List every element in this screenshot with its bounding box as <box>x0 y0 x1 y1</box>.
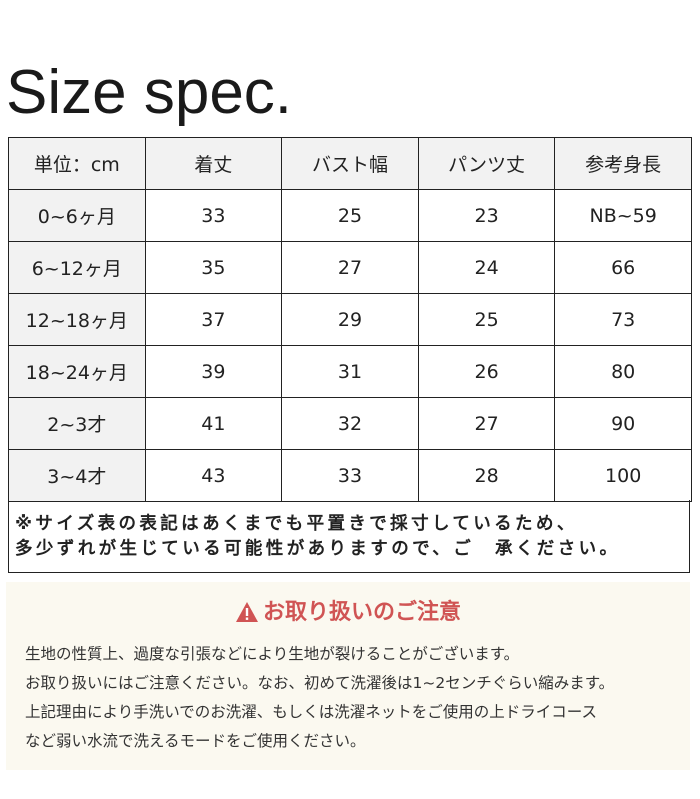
table-cell: バスト幅 <box>281 137 419 190</box>
note-line: ※サイズ表の表記はあくまでも平置きで採寸しているため、 <box>15 514 578 534</box>
row-label-cell: 0~6ヶ月 <box>8 189 146 242</box>
table-cell: 39 <box>144 345 283 398</box>
row-label-cell: 2~3才 <box>8 397 146 450</box>
row-label-cell: 18~24ヶ月 <box>8 345 146 398</box>
caution-text: 生地の性質上、過度な引張などにより生地が裂けることがございます。 お取り扱いには… <box>25 640 614 756</box>
warning-icon <box>235 602 258 622</box>
table-cell: 23 <box>417 189 556 242</box>
caution-line: 生地の性質上、過度な引張などにより生地が裂けることがございます。 <box>25 645 520 663</box>
table-cell: 73 <box>554 293 692 346</box>
table-row: 0~6ヶ月 33 25 23 NB~59 <box>8 189 692 242</box>
table-cell: 66 <box>554 241 692 294</box>
row-label-cell: 単位：cm <box>8 137 146 190</box>
table-cell: 31 <box>281 345 419 398</box>
table-cell: NB~59 <box>554 189 692 242</box>
table-header-row: 単位：cm 着丈 バスト幅 パンツ丈 参考身長 <box>8 137 692 190</box>
table-cell: 参考身長 <box>554 137 692 190</box>
table-row: 12~18ヶ月 37 29 25 73 <box>8 293 692 346</box>
table-row: 2~3才 41 32 27 90 <box>8 397 692 450</box>
table-cell: パンツ丈 <box>417 137 556 190</box>
page-title: Size spec. <box>6 58 293 127</box>
caution-title: お取り扱いのご注意 <box>262 600 461 625</box>
table-cell: 35 <box>144 241 283 294</box>
table-cell: 24 <box>417 241 556 294</box>
caution-line: お取り扱いにはご注意ください。なお、初めて洗濯後は1~2センチぐらい縮みます。 <box>25 674 615 692</box>
table-cell: 着丈 <box>144 137 283 190</box>
caution-line: など弱い水流で洗えるモードをご使用ください。 <box>25 732 366 750</box>
caution-box: お取り扱いのご注意 生地の性質上、過度な引張などにより生地が裂けることがございま… <box>6 582 690 770</box>
table-cell: 32 <box>281 397 419 450</box>
caution-line: 上記理由により手洗いでのお洗濯、もしくは洗濯ネットをご使用の上ドライコース <box>25 703 597 721</box>
table-cell: 25 <box>281 189 419 242</box>
table-cell: 80 <box>554 345 692 398</box>
row-label-cell: 6~12ヶ月 <box>8 241 146 294</box>
table-cell: 33 <box>281 449 419 502</box>
caution-heading: お取り扱いのご注意 <box>6 598 690 628</box>
table-row: 6~12ヶ月 35 27 24 66 <box>8 241 692 294</box>
table-cell: 26 <box>417 345 556 398</box>
row-label-cell: 12~18ヶ月 <box>8 293 146 346</box>
size-note: ※サイズ表の表記はあくまでも平置きで採寸しているため、 多少ずれが生じている可能… <box>8 500 690 573</box>
table-cell: 27 <box>281 241 419 294</box>
size-table: 単位：cm 着丈 バスト幅 パンツ丈 参考身長 0~6ヶ月 33 25 23 NB~59 6~12ヶ… <box>8 137 692 502</box>
table-cell: 29 <box>281 293 419 346</box>
row-label-cell: 3~4才 <box>8 449 146 502</box>
table-row: 3~4才 43 33 28 100 <box>8 449 692 502</box>
table-cell: 25 <box>417 293 556 346</box>
table-row: 18~24ヶ月 39 31 26 80 <box>8 345 692 398</box>
note-line: 多少ずれが生じている可能性がありますので、ご 承ください。 <box>15 539 621 559</box>
table-cell: 37 <box>144 293 283 346</box>
table-cell: 90 <box>554 397 692 450</box>
table-cell: 100 <box>554 449 692 502</box>
table-cell: 33 <box>144 189 283 242</box>
table-cell: 27 <box>417 397 556 450</box>
table-cell: 43 <box>144 449 283 502</box>
table-cell: 28 <box>417 449 556 502</box>
table-cell: 41 <box>144 397 283 450</box>
